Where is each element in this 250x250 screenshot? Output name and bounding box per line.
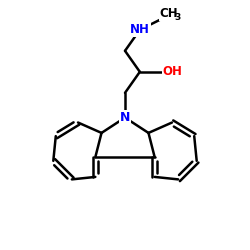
Text: CH: CH — [160, 7, 178, 20]
Text: OH: OH — [163, 65, 183, 78]
Text: 3: 3 — [174, 13, 180, 22]
Text: N: N — [120, 111, 130, 124]
Text: NH: NH — [130, 23, 150, 36]
